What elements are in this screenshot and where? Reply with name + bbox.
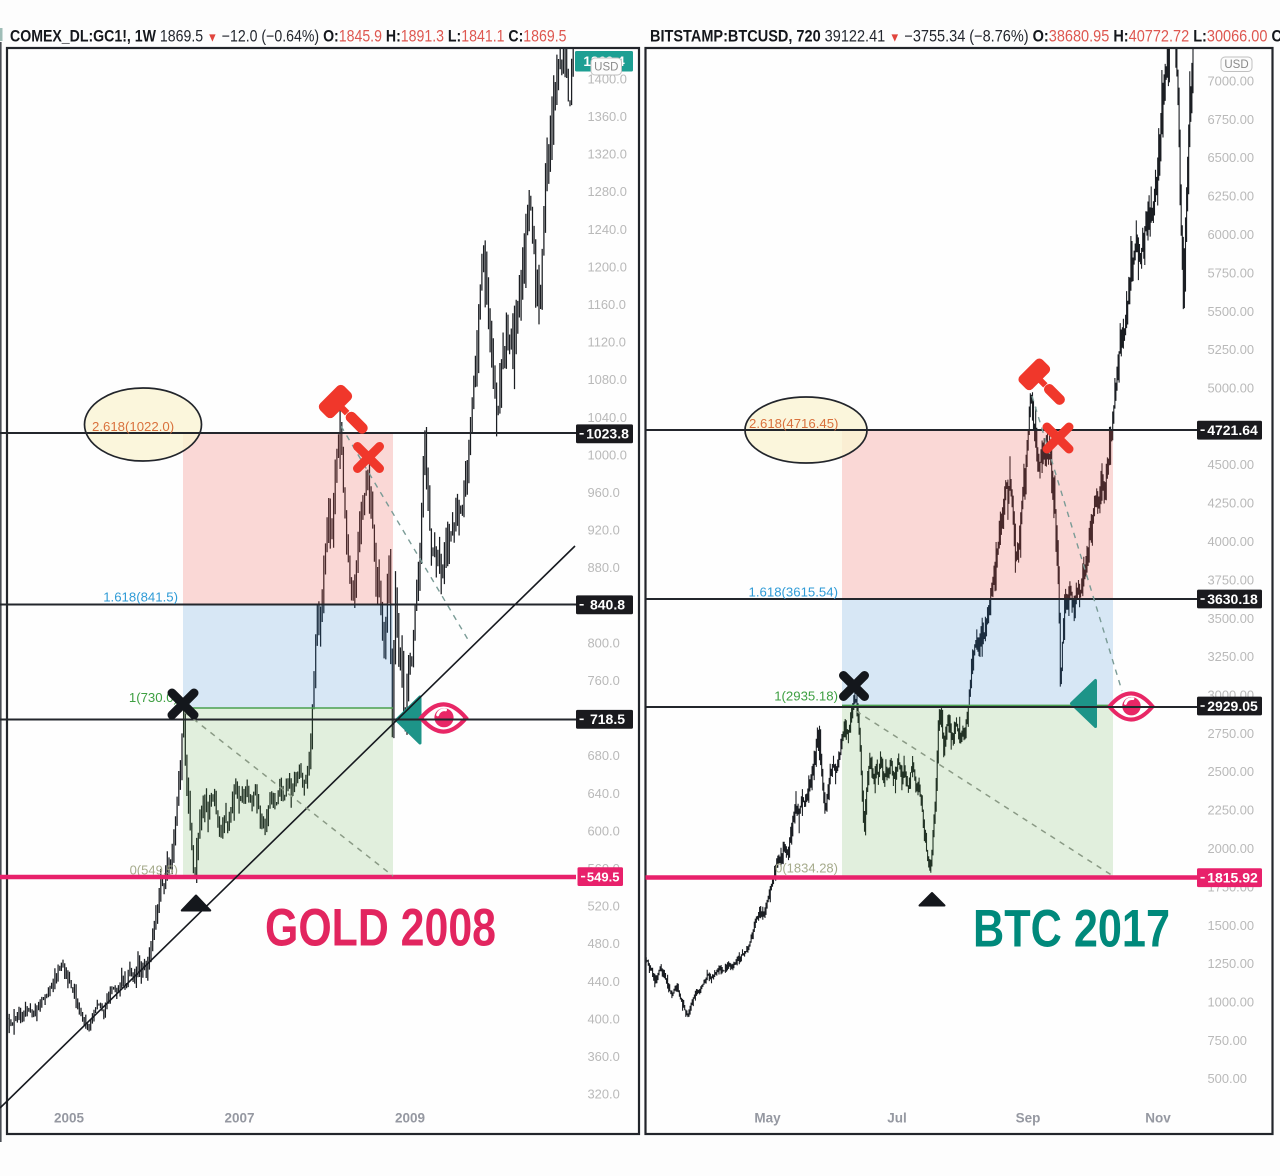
svg-text:4721.64: 4721.64 bbox=[1207, 422, 1258, 438]
svg-text:3750.00: 3750.00 bbox=[1208, 572, 1255, 587]
svg-text:2005: 2005 bbox=[54, 1111, 85, 1126]
svg-text:2007: 2007 bbox=[224, 1111, 254, 1126]
svg-text:2000.00: 2000.00 bbox=[1208, 841, 1255, 856]
svg-text:1200.0: 1200.0 bbox=[588, 259, 627, 274]
svg-text:1160.0: 1160.0 bbox=[588, 297, 626, 312]
svg-text:1320.0: 1320.0 bbox=[588, 147, 627, 162]
svg-text:2750.00: 2750.00 bbox=[1208, 726, 1255, 741]
svg-text:1250.00: 1250.00 bbox=[1208, 956, 1255, 971]
svg-text:1080.0: 1080.0 bbox=[588, 372, 627, 387]
svg-text:1120.0: 1120.0 bbox=[588, 335, 626, 350]
svg-text:Jul: Jul bbox=[887, 1111, 907, 1126]
svg-text:6750.00: 6750.00 bbox=[1208, 112, 1255, 127]
svg-text:1360.0: 1360.0 bbox=[588, 109, 627, 124]
svg-text:1240.0: 1240.0 bbox=[588, 222, 627, 237]
svg-text:1(2935.18): 1(2935.18) bbox=[774, 689, 838, 704]
svg-text:5500.00: 5500.00 bbox=[1208, 304, 1255, 319]
svg-text:0(1834.28): 0(1834.28) bbox=[775, 861, 838, 876]
svg-text:400.0: 400.0 bbox=[588, 1011, 620, 1026]
svg-text:6500.00: 6500.00 bbox=[1208, 150, 1255, 165]
svg-text:1(730.0): 1(730.0) bbox=[129, 690, 178, 705]
svg-text:549.5: 549.5 bbox=[587, 869, 620, 884]
svg-text:840.8: 840.8 bbox=[590, 597, 625, 613]
svg-text:1.618(841.5): 1.618(841.5) bbox=[103, 590, 178, 605]
svg-text:3630.18: 3630.18 bbox=[1207, 591, 1258, 607]
svg-text:BITSTAMP:BTCUSD, 720 39122.41: BITSTAMP:BTCUSD, 720 39122.41 ▼ −3755.34… bbox=[650, 28, 1280, 46]
svg-text:2.618(4716.45): 2.618(4716.45) bbox=[749, 416, 838, 431]
svg-text:GOLD 2008: GOLD 2008 bbox=[265, 899, 496, 958]
svg-text:500.00: 500.00 bbox=[1208, 1071, 1247, 1086]
svg-text:USD: USD bbox=[594, 62, 618, 74]
svg-text:4000.00: 4000.00 bbox=[1208, 534, 1255, 549]
svg-text:800.0: 800.0 bbox=[588, 635, 620, 650]
svg-text:6000.00: 6000.00 bbox=[1208, 227, 1255, 242]
svg-text:480.0: 480.0 bbox=[588, 936, 620, 951]
svg-text:2.618(1022.0): 2.618(1022.0) bbox=[92, 419, 174, 434]
svg-text:750.00: 750.00 bbox=[1208, 1033, 1247, 1048]
svg-text:718.5: 718.5 bbox=[590, 711, 625, 727]
svg-text:5250.00: 5250.00 bbox=[1208, 342, 1255, 357]
svg-text:5750.00: 5750.00 bbox=[1208, 265, 1255, 280]
svg-text:4500.00: 4500.00 bbox=[1208, 457, 1255, 472]
svg-text:1023.8: 1023.8 bbox=[586, 426, 629, 442]
svg-text:3250.00: 3250.00 bbox=[1208, 649, 1255, 664]
svg-text:Nov: Nov bbox=[1145, 1111, 1171, 1126]
svg-text:5000.00: 5000.00 bbox=[1208, 381, 1255, 396]
svg-text:0(549.5): 0(549.5) bbox=[130, 863, 178, 878]
svg-text:600.0: 600.0 bbox=[588, 823, 620, 838]
svg-text:2500.00: 2500.00 bbox=[1208, 764, 1255, 779]
svg-text:3500.00: 3500.00 bbox=[1208, 611, 1255, 626]
svg-text:7000.00: 7000.00 bbox=[1208, 74, 1255, 89]
svg-text:760.0: 760.0 bbox=[588, 673, 620, 688]
svg-text:440.0: 440.0 bbox=[588, 974, 620, 989]
svg-text:1.618(3615.54): 1.618(3615.54) bbox=[749, 585, 838, 600]
svg-text:320.0: 320.0 bbox=[588, 1087, 620, 1102]
svg-text:1000.0: 1000.0 bbox=[588, 447, 627, 462]
svg-text:880.0: 880.0 bbox=[588, 560, 620, 575]
svg-text:1500.00: 1500.00 bbox=[1208, 918, 1255, 933]
svg-text:2009: 2009 bbox=[395, 1111, 425, 1126]
svg-text:520.0: 520.0 bbox=[588, 899, 620, 914]
svg-text:640.0: 640.0 bbox=[588, 786, 620, 801]
svg-text:960.0: 960.0 bbox=[588, 485, 620, 500]
svg-text:1280.0: 1280.0 bbox=[588, 184, 627, 199]
svg-text:2929.05: 2929.05 bbox=[1207, 698, 1258, 714]
svg-text:920.0: 920.0 bbox=[588, 523, 620, 538]
svg-text:COMEX_DL:GC1!, 1W 1869.5 ▼ −12: COMEX_DL:GC1!, 1W 1869.5 ▼ −12.0 (−0.64%… bbox=[10, 28, 567, 46]
svg-text:1000.00: 1000.00 bbox=[1208, 995, 1255, 1010]
svg-text:1040.0: 1040.0 bbox=[588, 410, 627, 425]
svg-text:6250.00: 6250.00 bbox=[1208, 189, 1255, 204]
svg-text:May: May bbox=[754, 1111, 781, 1126]
svg-text:4250.00: 4250.00 bbox=[1208, 496, 1255, 511]
svg-text:680.0: 680.0 bbox=[588, 748, 620, 763]
svg-text:2250.00: 2250.00 bbox=[1208, 803, 1255, 818]
svg-text:BTC 2017: BTC 2017 bbox=[973, 900, 1170, 959]
svg-text:Sep: Sep bbox=[1016, 1111, 1041, 1126]
svg-text:USD: USD bbox=[1224, 59, 1248, 71]
svg-text:360.0: 360.0 bbox=[588, 1049, 620, 1064]
svg-text:1815.92: 1815.92 bbox=[1207, 870, 1258, 886]
